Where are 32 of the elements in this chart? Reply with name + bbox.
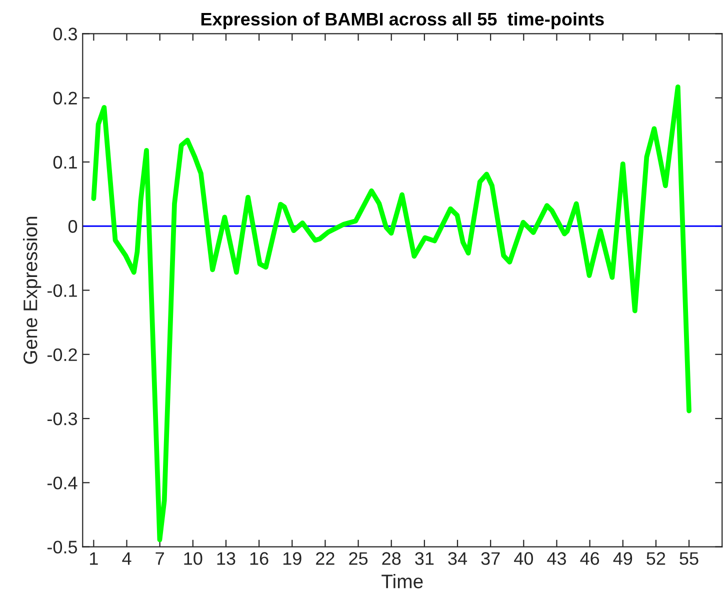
x-tick-label: 7	[156, 552, 164, 565]
line-series	[91, 84, 692, 542]
y-tick-label: -0.5	[47, 540, 78, 554]
y-tick-label: 0.2	[53, 92, 77, 105]
x-tick-label: 4	[122, 552, 132, 565]
x-tick-label: 10	[184, 552, 202, 565]
x-tick-label: 46	[580, 552, 600, 565]
x-tick-label: 52	[646, 552, 666, 565]
y-tick-label: -0.4	[47, 476, 78, 490]
x-tick-label: 31	[415, 552, 434, 565]
x-tick-label: 28	[382, 552, 401, 565]
y-axis-title: Gene Expression	[23, 216, 42, 364]
x-axis-title: Time	[382, 574, 423, 588]
x-tick-label: 19	[283, 552, 302, 565]
y-tick-label: 0.1	[53, 156, 77, 169]
y-tick-label: -0.3	[47, 412, 77, 426]
y-tick-label: -0.2	[47, 348, 77, 362]
x-tick-label: 40	[514, 552, 533, 565]
chart-title: Expression of BAMBI across all 55 time-points	[201, 12, 604, 30]
x-tick-label: 49	[613, 552, 632, 565]
x-tick-label: 13	[217, 552, 236, 565]
x-tick-label: 22	[316, 552, 334, 565]
y-tick-label: -0.1	[47, 284, 77, 297]
x-tick-label: 55	[680, 552, 698, 565]
x-tick-label: 43	[547, 552, 566, 565]
y-tick-label: 0.3	[53, 28, 77, 40]
x-tick-label: 34	[448, 552, 468, 565]
y-tick-label: 0	[68, 220, 78, 233]
x-tick-label: 16	[250, 552, 268, 565]
x-tick-label: 1	[90, 552, 98, 565]
x-tick-label: 37	[481, 552, 500, 565]
x-tick-label: 25	[349, 552, 368, 565]
